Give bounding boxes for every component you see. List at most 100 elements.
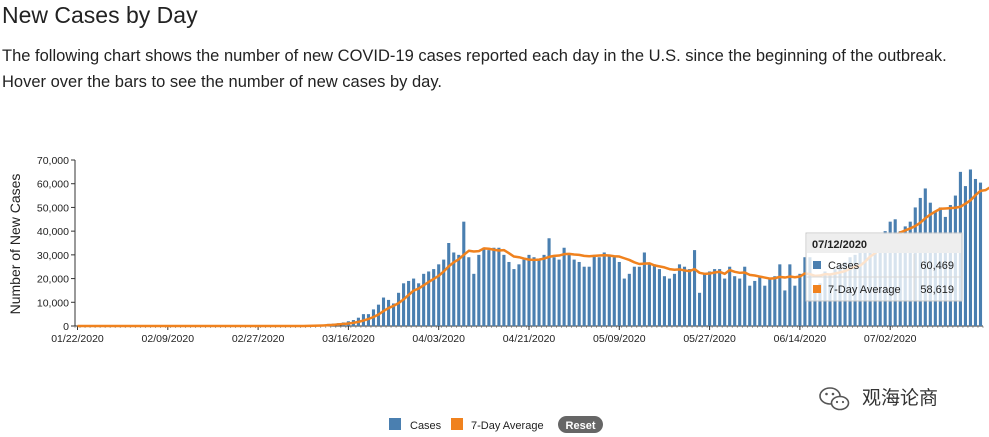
y-axis-title: Number of New Cases bbox=[7, 174, 23, 315]
bar[interactable] bbox=[798, 273, 802, 326]
bar[interactable] bbox=[397, 292, 401, 326]
bar[interactable] bbox=[728, 266, 732, 326]
bar[interactable] bbox=[612, 257, 616, 326]
bar[interactable] bbox=[557, 259, 561, 326]
bar[interactable] bbox=[527, 254, 531, 326]
bar[interactable] bbox=[482, 247, 486, 326]
bar[interactable] bbox=[803, 257, 807, 326]
bar[interactable] bbox=[647, 264, 651, 326]
bar[interactable] bbox=[687, 269, 692, 326]
bar[interactable] bbox=[507, 261, 511, 326]
bar[interactable] bbox=[703, 273, 707, 326]
bar[interactable] bbox=[748, 285, 752, 326]
bar[interactable] bbox=[713, 269, 717, 326]
bar[interactable] bbox=[758, 276, 762, 326]
bar[interactable] bbox=[577, 261, 581, 326]
bar[interactable] bbox=[793, 285, 797, 326]
bar[interactable] bbox=[462, 221, 466, 326]
bar[interactable] bbox=[417, 283, 421, 326]
bar[interactable] bbox=[672, 273, 677, 326]
tooltip-cases-value: 60,469 bbox=[920, 260, 954, 272]
bar[interactable] bbox=[627, 273, 631, 326]
bar[interactable] bbox=[622, 278, 626, 326]
bar[interactable] bbox=[412, 278, 416, 326]
bar[interactable] bbox=[677, 264, 682, 326]
bar[interactable] bbox=[788, 264, 792, 326]
bar[interactable] bbox=[467, 257, 471, 326]
bar[interactable] bbox=[692, 250, 697, 326]
bar[interactable] bbox=[447, 243, 451, 326]
bar[interactable] bbox=[968, 169, 973, 326]
bar[interactable] bbox=[768, 278, 772, 326]
reset-button[interactable]: Reset bbox=[558, 416, 603, 433]
bar[interactable] bbox=[592, 254, 596, 326]
y-tick-label: 0 bbox=[63, 321, 69, 333]
bar[interactable] bbox=[698, 292, 702, 326]
bar[interactable] bbox=[617, 261, 621, 326]
bar[interactable] bbox=[978, 182, 983, 326]
bar[interactable] bbox=[437, 264, 441, 326]
bar[interactable] bbox=[778, 264, 782, 326]
bar[interactable] bbox=[477, 254, 481, 326]
bar[interactable] bbox=[642, 252, 646, 326]
tooltip-average-label: 7-Day Average bbox=[828, 284, 901, 296]
bar[interactable] bbox=[607, 254, 611, 326]
bar[interactable] bbox=[532, 257, 536, 326]
bar[interactable] bbox=[457, 254, 461, 326]
bar[interactable] bbox=[963, 186, 967, 326]
y-tick-label: 50,000 bbox=[37, 202, 69, 214]
bar[interactable] bbox=[517, 264, 521, 326]
bar[interactable] bbox=[547, 238, 551, 326]
page-description: The following chart shows the number of … bbox=[2, 47, 947, 91]
bar[interactable] bbox=[773, 276, 777, 326]
bar[interactable] bbox=[597, 257, 601, 326]
bar[interactable] bbox=[487, 250, 491, 326]
bar[interactable] bbox=[562, 247, 566, 326]
bar[interactable] bbox=[407, 280, 411, 326]
bar[interactable] bbox=[652, 264, 656, 326]
bar[interactable] bbox=[733, 276, 737, 326]
legend-label-7-day-average: 7-Day Average bbox=[471, 420, 544, 432]
bar[interactable] bbox=[432, 269, 436, 326]
bar[interactable] bbox=[402, 283, 406, 326]
bar[interactable] bbox=[718, 269, 722, 326]
legend-item-cases[interactable]: Cases bbox=[389, 418, 442, 432]
bar[interactable] bbox=[522, 259, 526, 326]
bar[interactable] bbox=[542, 254, 546, 326]
bar[interactable] bbox=[973, 178, 978, 326]
bar[interactable] bbox=[682, 266, 687, 326]
bar[interactable] bbox=[572, 259, 576, 326]
bar[interactable] bbox=[422, 273, 426, 326]
bar[interactable] bbox=[442, 259, 446, 326]
bar[interactable] bbox=[738, 278, 742, 326]
bar[interactable] bbox=[743, 266, 747, 326]
bar[interactable] bbox=[657, 269, 661, 326]
bar[interactable] bbox=[763, 285, 767, 326]
bar[interactable] bbox=[567, 254, 571, 326]
bar[interactable] bbox=[472, 273, 476, 326]
bar[interactable] bbox=[632, 266, 636, 326]
bar[interactable] bbox=[587, 266, 591, 326]
bar[interactable] bbox=[502, 254, 506, 326]
bar[interactable] bbox=[582, 266, 586, 326]
bar[interactable] bbox=[602, 252, 606, 326]
legend-item-7-day-average[interactable]: 7-Day Average bbox=[451, 418, 544, 432]
bar[interactable] bbox=[813, 285, 817, 326]
bar[interactable] bbox=[723, 278, 727, 326]
bar[interactable] bbox=[537, 259, 541, 326]
bar[interactable] bbox=[452, 252, 456, 326]
bar[interactable] bbox=[392, 303, 396, 326]
bar[interactable] bbox=[818, 283, 822, 326]
bar[interactable] bbox=[783, 290, 787, 326]
bar[interactable] bbox=[386, 299, 391, 326]
bar[interactable] bbox=[662, 276, 666, 326]
bar[interactable] bbox=[492, 247, 496, 326]
bar[interactable] bbox=[512, 269, 516, 326]
bar[interactable] bbox=[667, 278, 672, 326]
bar[interactable] bbox=[497, 247, 501, 326]
bar[interactable] bbox=[637, 266, 641, 326]
bar[interactable] bbox=[427, 271, 431, 326]
bar[interactable] bbox=[753, 280, 757, 326]
bar[interactable] bbox=[708, 271, 712, 326]
bar[interactable] bbox=[552, 257, 556, 326]
